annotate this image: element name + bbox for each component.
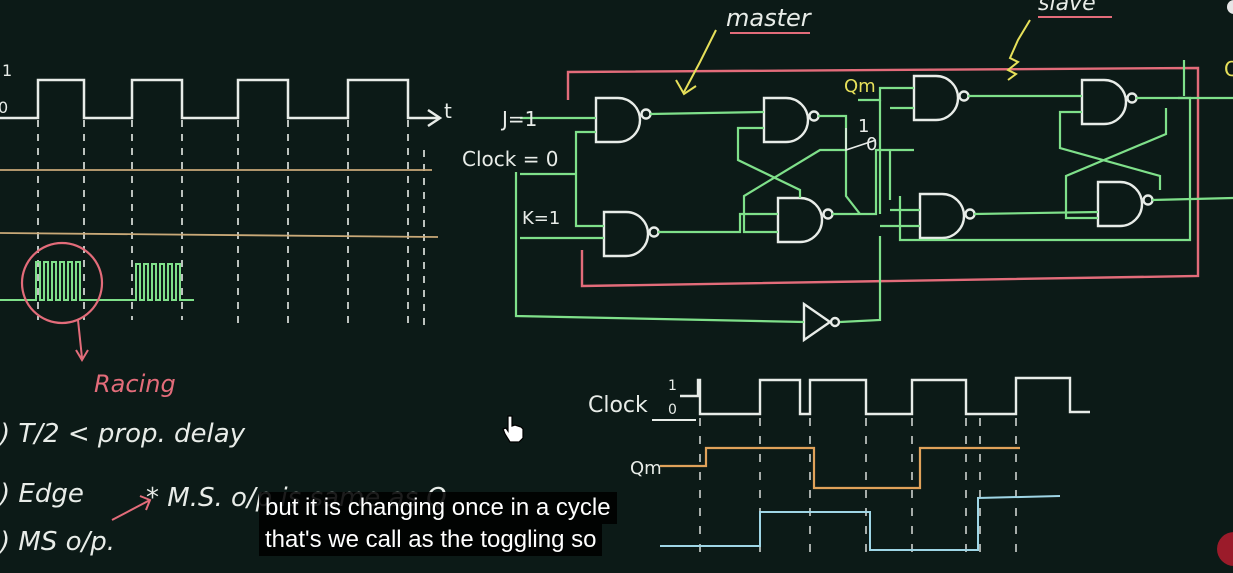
master-input-gate-top bbox=[594, 96, 642, 144]
time-axis-label: t bbox=[444, 99, 452, 123]
player-top-indicator bbox=[1227, 0, 1233, 14]
qm-wave bbox=[660, 446, 1020, 490]
video-captions: but it is changing once in a cycle that'… bbox=[259, 492, 689, 556]
left-clock-waveform bbox=[0, 78, 443, 128]
note-arrow bbox=[111, 495, 152, 521]
nand-gates bbox=[594, 74, 1154, 343]
caption-line-1: but it is changing once in a cycle bbox=[259, 492, 617, 524]
note-line-1: ) T/2 < prop. delay bbox=[0, 419, 246, 449]
left-dashed-gridlines bbox=[37, 120, 425, 330]
clock-wave-label: Clock bbox=[588, 393, 648, 418]
k-input-label: K=1 bbox=[522, 208, 560, 229]
circuit-wires bbox=[514, 60, 1233, 324]
note-line-3: ) MS o/p. bbox=[0, 527, 115, 557]
slave-latch-gate-bottom-bubble bbox=[1142, 194, 1154, 206]
toggle-zero-label: 0 bbox=[866, 134, 877, 155]
master-label: master bbox=[726, 4, 813, 32]
clock-inverter-bubble bbox=[829, 316, 841, 328]
q-wave bbox=[660, 495, 1061, 551]
slave-input-gate-top bbox=[912, 74, 960, 122]
player-corner-badge bbox=[1217, 532, 1233, 566]
qm-node-label: Qm bbox=[844, 76, 876, 97]
clock-inverter bbox=[802, 301, 833, 343]
clock-wave-low: 0 bbox=[668, 402, 677, 418]
toggle-one-label: 1 bbox=[858, 116, 869, 137]
toggle-pointer bbox=[845, 128, 877, 152]
level-low-label: 0 bbox=[0, 98, 8, 117]
q-output-label: Q bbox=[1224, 57, 1233, 81]
master-latch-gate-bottom-bubble bbox=[822, 208, 834, 220]
slave-annotation-arrow bbox=[1006, 19, 1031, 81]
master-input-gate-bottom-bubble bbox=[648, 226, 660, 238]
master-input-gate-bottom bbox=[602, 210, 650, 258]
clock-input-label: Clock = 0 bbox=[462, 147, 559, 171]
master-latch-gate-top-bubble bbox=[808, 110, 820, 122]
slave-input-gate-top-bubble bbox=[958, 90, 970, 102]
left-horizontal-rules bbox=[0, 169, 439, 238]
racing-highlight-circle bbox=[20, 241, 104, 325]
circuit-outer-feedback bbox=[566, 66, 1200, 288]
hand-pointer-icon bbox=[502, 415, 524, 443]
qm-wave-label: Qm bbox=[630, 458, 662, 479]
slave-latch-gate-bottom bbox=[1096, 180, 1144, 228]
slave-input-gate-bottom-bubble bbox=[964, 208, 976, 220]
timing-dashed-gridlines bbox=[699, 418, 1017, 560]
slave-latch-gate-top-bubble bbox=[1126, 92, 1138, 104]
master-latch-gate-top bbox=[762, 96, 810, 144]
caption-line-2: that's we call as the toggling so bbox=[259, 524, 603, 556]
master-annotation-arrow bbox=[675, 29, 717, 96]
master-input-gate-top-bubble bbox=[640, 108, 652, 120]
j-input-label: J=1 bbox=[500, 107, 537, 131]
slave-input-gate-bottom bbox=[918, 192, 966, 240]
slave-latch-gate-top bbox=[1080, 78, 1128, 126]
level-high-label: 1 bbox=[2, 61, 12, 80]
clock-wave-high: 1 bbox=[668, 378, 677, 394]
racing-label: Racing bbox=[94, 370, 176, 398]
slave-label: slave bbox=[1038, 0, 1096, 16]
master-latch-gate-bottom bbox=[776, 196, 824, 244]
clock-wave bbox=[680, 376, 1090, 416]
racing-oscillation bbox=[0, 241, 194, 362]
note-line-2: ) Edge bbox=[0, 479, 84, 509]
